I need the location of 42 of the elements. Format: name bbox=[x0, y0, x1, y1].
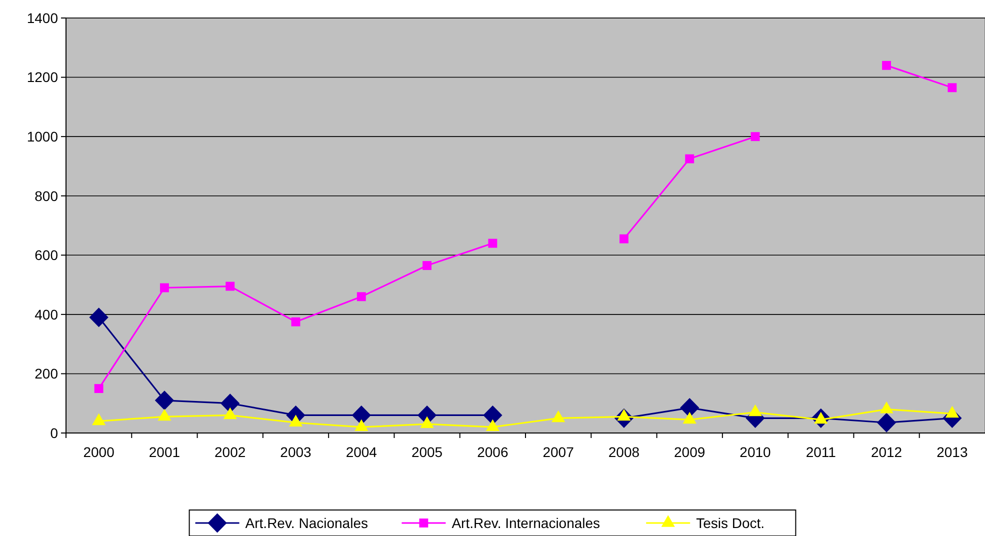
point bbox=[226, 282, 235, 291]
point bbox=[291, 317, 300, 326]
point bbox=[89, 308, 108, 328]
y-tick-label: 1000 bbox=[26, 128, 58, 144]
point bbox=[352, 405, 371, 425]
x-tick-label: 2009 bbox=[674, 444, 706, 460]
legend-label: Tesis Doct. bbox=[696, 514, 765, 531]
point bbox=[750, 132, 760, 142]
legend-label: Art.Rev. Nacionales bbox=[245, 514, 368, 531]
point bbox=[882, 60, 892, 70]
x-tick-label: 2003 bbox=[280, 444, 312, 460]
legend-label: Art.Rev. Internacionales bbox=[452, 514, 600, 531]
point bbox=[948, 83, 957, 92]
x-tick-label: 2008 bbox=[608, 444, 640, 460]
point bbox=[160, 283, 169, 292]
x-tick-label: 2004 bbox=[346, 444, 378, 460]
point bbox=[422, 261, 432, 270]
y-tick-label: 600 bbox=[34, 247, 58, 264]
point bbox=[356, 292, 366, 302]
point bbox=[483, 405, 502, 425]
y-tick-label: 400 bbox=[34, 306, 58, 322]
point bbox=[488, 238, 498, 248]
y-tick-label: 0 bbox=[50, 424, 58, 441]
y-tick-label: 200 bbox=[34, 366, 58, 382]
y-tick-label: 1200 bbox=[26, 69, 58, 86]
point bbox=[619, 234, 628, 244]
x-tick-label: 2011 bbox=[806, 444, 836, 460]
x-tick-label: 2007 bbox=[542, 444, 574, 460]
x-tick-label: 2005 bbox=[411, 444, 443, 460]
y-tick-label: 1400 bbox=[26, 10, 58, 26]
x-tick-label: 2001 bbox=[148, 444, 180, 460]
x-tick-label: 2013 bbox=[936, 444, 968, 460]
x-tick-label: 2006 bbox=[477, 444, 508, 460]
x-tick-label: 2010 bbox=[740, 444, 772, 460]
x-tick-label: 2012 bbox=[870, 444, 902, 460]
point bbox=[876, 412, 896, 432]
y-tick-label: 800 bbox=[34, 188, 58, 204]
x-tick-label: 2000 bbox=[83, 444, 115, 460]
point bbox=[94, 384, 104, 394]
point bbox=[685, 154, 694, 164]
point bbox=[154, 390, 174, 410]
x-tick-label: 2002 bbox=[214, 444, 246, 460]
